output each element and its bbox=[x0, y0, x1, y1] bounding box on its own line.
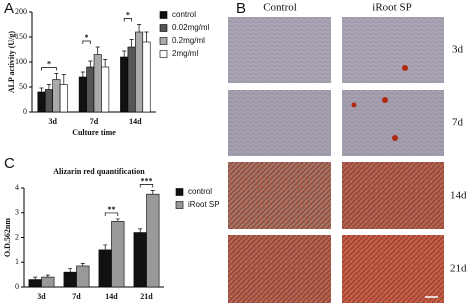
bar bbox=[146, 193, 160, 288]
panel-label: B bbox=[236, 0, 246, 17]
error-bar bbox=[33, 276, 38, 280]
bar bbox=[28, 279, 42, 288]
significance-label: * bbox=[126, 10, 130, 19]
y-tick-label: 0 bbox=[15, 282, 19, 291]
column-header: Control bbox=[263, 2, 297, 14]
legend-label: 0.2mg/ml bbox=[172, 36, 205, 45]
bar bbox=[133, 232, 147, 288]
x-tick-label: 21d bbox=[140, 292, 153, 301]
error-bar bbox=[150, 190, 155, 195]
error-bar bbox=[80, 263, 85, 266]
bar bbox=[127, 46, 136, 113]
bar bbox=[76, 265, 90, 288]
row-label: 21d bbox=[450, 263, 467, 275]
error-bar bbox=[144, 31, 149, 42]
y-axis-label: ALP activity (U/g) bbox=[7, 31, 16, 94]
legend-swatch bbox=[159, 24, 168, 32]
legend-label: control bbox=[172, 10, 196, 19]
error-bar bbox=[137, 24, 142, 32]
y-tick-label: 50 bbox=[19, 82, 27, 91]
legend-swatch bbox=[175, 188, 184, 196]
legend-label: 0.02mg/ml bbox=[172, 23, 210, 32]
error-bar bbox=[46, 84, 51, 90]
bar bbox=[52, 79, 61, 113]
micrographs bbox=[228, 17, 444, 303]
legend-swatch bbox=[159, 11, 168, 19]
panel-label: C bbox=[4, 155, 15, 172]
y-tick-label: 1 bbox=[15, 257, 19, 266]
bar bbox=[101, 66, 110, 113]
legend-swatch bbox=[175, 201, 184, 209]
bar bbox=[142, 41, 151, 113]
error-bar bbox=[129, 39, 134, 47]
error-bar bbox=[54, 73, 59, 80]
bar bbox=[41, 276, 55, 288]
bar bbox=[37, 91, 46, 113]
x-tick-label: 3d bbox=[48, 117, 57, 126]
y-tick-label: 100 bbox=[15, 57, 27, 66]
legend-label: control bbox=[188, 187, 212, 196]
panel-label: A bbox=[4, 0, 14, 17]
y-tick-label: 2 bbox=[15, 232, 19, 241]
y-axis-label: O.D.562nm bbox=[3, 218, 12, 257]
x-axis-label: Culture time bbox=[72, 128, 116, 137]
bar bbox=[135, 31, 144, 113]
significance-bracket bbox=[82, 40, 91, 44]
significance-label: * bbox=[85, 33, 89, 42]
error-bar bbox=[115, 218, 120, 222]
error-bar bbox=[103, 244, 108, 250]
legend-swatch bbox=[159, 50, 168, 58]
y-tick-label: 200 bbox=[15, 7, 27, 16]
error-bar bbox=[95, 46, 100, 55]
error-bar bbox=[45, 274, 50, 278]
column-header: iRoot SP bbox=[372, 2, 411, 14]
bar bbox=[111, 221, 125, 288]
significance-bracket bbox=[139, 184, 154, 188]
error-bar bbox=[103, 59, 108, 67]
x-tick-label: 14d bbox=[105, 292, 118, 301]
error-bar bbox=[122, 50, 127, 57]
significance-bracket bbox=[123, 18, 132, 22]
significance-label: *** bbox=[141, 176, 153, 185]
significance-bracket bbox=[104, 212, 119, 216]
error-bar bbox=[88, 60, 93, 67]
legend-label: 2mg/ml bbox=[172, 49, 198, 58]
legend-label: iRoot SP bbox=[188, 200, 220, 209]
bar bbox=[63, 271, 77, 288]
bar bbox=[93, 54, 102, 113]
x-tick-label: 7d bbox=[90, 117, 99, 126]
y-tick-label: 4 bbox=[15, 183, 19, 192]
bar bbox=[44, 89, 53, 113]
significance-label: ** bbox=[108, 205, 116, 214]
legend-swatch bbox=[159, 37, 168, 45]
y-tick-label: 3 bbox=[15, 208, 19, 217]
row-label: 7d bbox=[452, 117, 464, 129]
error-bar bbox=[138, 228, 143, 233]
error-bar bbox=[80, 71, 85, 77]
x-tick-label: 7d bbox=[72, 292, 81, 301]
bar bbox=[98, 249, 112, 288]
x-tick-label: 3d bbox=[37, 292, 46, 301]
bar bbox=[120, 56, 129, 113]
chart-title: Alizarin red quantification bbox=[53, 167, 145, 176]
error-bar bbox=[61, 74, 66, 85]
row-label: 3d bbox=[452, 44, 464, 56]
bar bbox=[78, 76, 87, 113]
y-tick-label: 150 bbox=[15, 32, 27, 41]
error-bar bbox=[39, 87, 44, 92]
bar bbox=[59, 84, 68, 113]
panel-b: B Control iRoot SP 3d 7d 14d 21d bbox=[228, 0, 467, 303]
significance-bracket bbox=[41, 67, 57, 71]
significance-label: * bbox=[47, 59, 51, 68]
error-bar bbox=[68, 268, 73, 273]
y-tick-label: 0 bbox=[23, 107, 27, 116]
row-label: 14d bbox=[450, 190, 467, 202]
x-tick-label: 14d bbox=[129, 117, 142, 126]
bar bbox=[86, 66, 95, 113]
